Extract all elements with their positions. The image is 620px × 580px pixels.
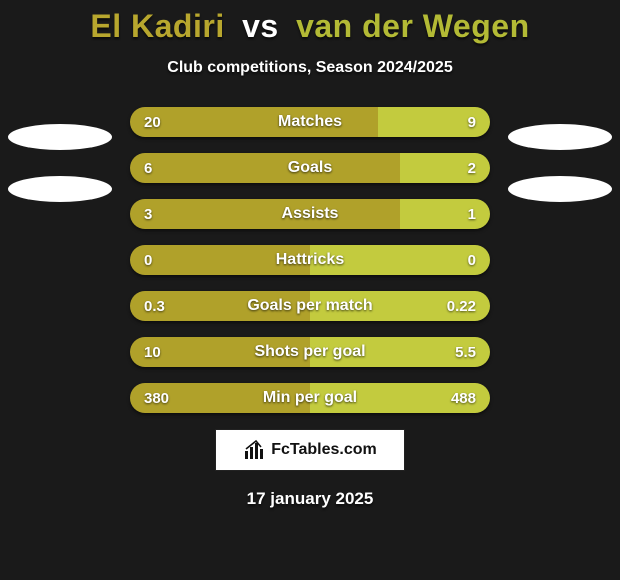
stat-left-value: 0.3	[130, 291, 310, 321]
stat-right-value: 488	[310, 383, 490, 413]
stat-right-value: 0.22	[310, 291, 490, 321]
player1-name: El Kadiri	[90, 8, 224, 44]
stat-right-value: 2	[400, 153, 490, 183]
logo-brand-rest: Tables.com	[290, 441, 377, 458]
subtitle: Club competitions, Season 2024/2025	[0, 59, 620, 77]
stat-row: 31Assists	[130, 199, 490, 229]
stat-left-value: 10	[130, 337, 310, 367]
stat-row: 00Hattricks	[130, 245, 490, 275]
snapshot-date: 17 january 2025	[0, 489, 620, 509]
bars-container: 209Matches 62Goals 31Assists 00Hattricks 0.3…	[130, 107, 490, 413]
club-badge-placeholder	[8, 124, 112, 150]
stat-left-value: 6	[130, 153, 400, 183]
comparison-title: El Kadiri vs van der Wegen	[0, 0, 620, 45]
comparison-chart: 209Matches 62Goals 31Assists 00Hattricks 0.3…	[0, 107, 620, 413]
stat-row: 380488Min per goal	[130, 383, 490, 413]
stat-left-value: 0	[130, 245, 310, 275]
logo-text: FcTables.com	[271, 441, 377, 459]
fctables-logo: FcTables.com	[215, 429, 405, 471]
stat-right-value: 5.5	[310, 337, 490, 367]
stat-left-value: 20	[130, 107, 378, 137]
stat-row: 62Goals	[130, 153, 490, 183]
stat-left-value: 380	[130, 383, 310, 413]
stat-row: 105.5Shots per goal	[130, 337, 490, 367]
club-badge-placeholder	[8, 176, 112, 202]
stat-left-value: 3	[130, 199, 400, 229]
club-badge-placeholder	[508, 176, 612, 202]
stat-row: 209Matches	[130, 107, 490, 137]
stat-row: 0.30.22Goals per match	[130, 291, 490, 321]
club-badge-placeholder	[508, 124, 612, 150]
vs-text: vs	[242, 8, 279, 44]
logo-chart-icon	[243, 439, 267, 461]
stat-right-value: 9	[378, 107, 490, 137]
stat-right-value: 0	[310, 245, 490, 275]
player2-name: van der Wegen	[296, 8, 530, 44]
logo-brand-bold: Fc	[271, 441, 290, 458]
stat-right-value: 1	[400, 199, 490, 229]
